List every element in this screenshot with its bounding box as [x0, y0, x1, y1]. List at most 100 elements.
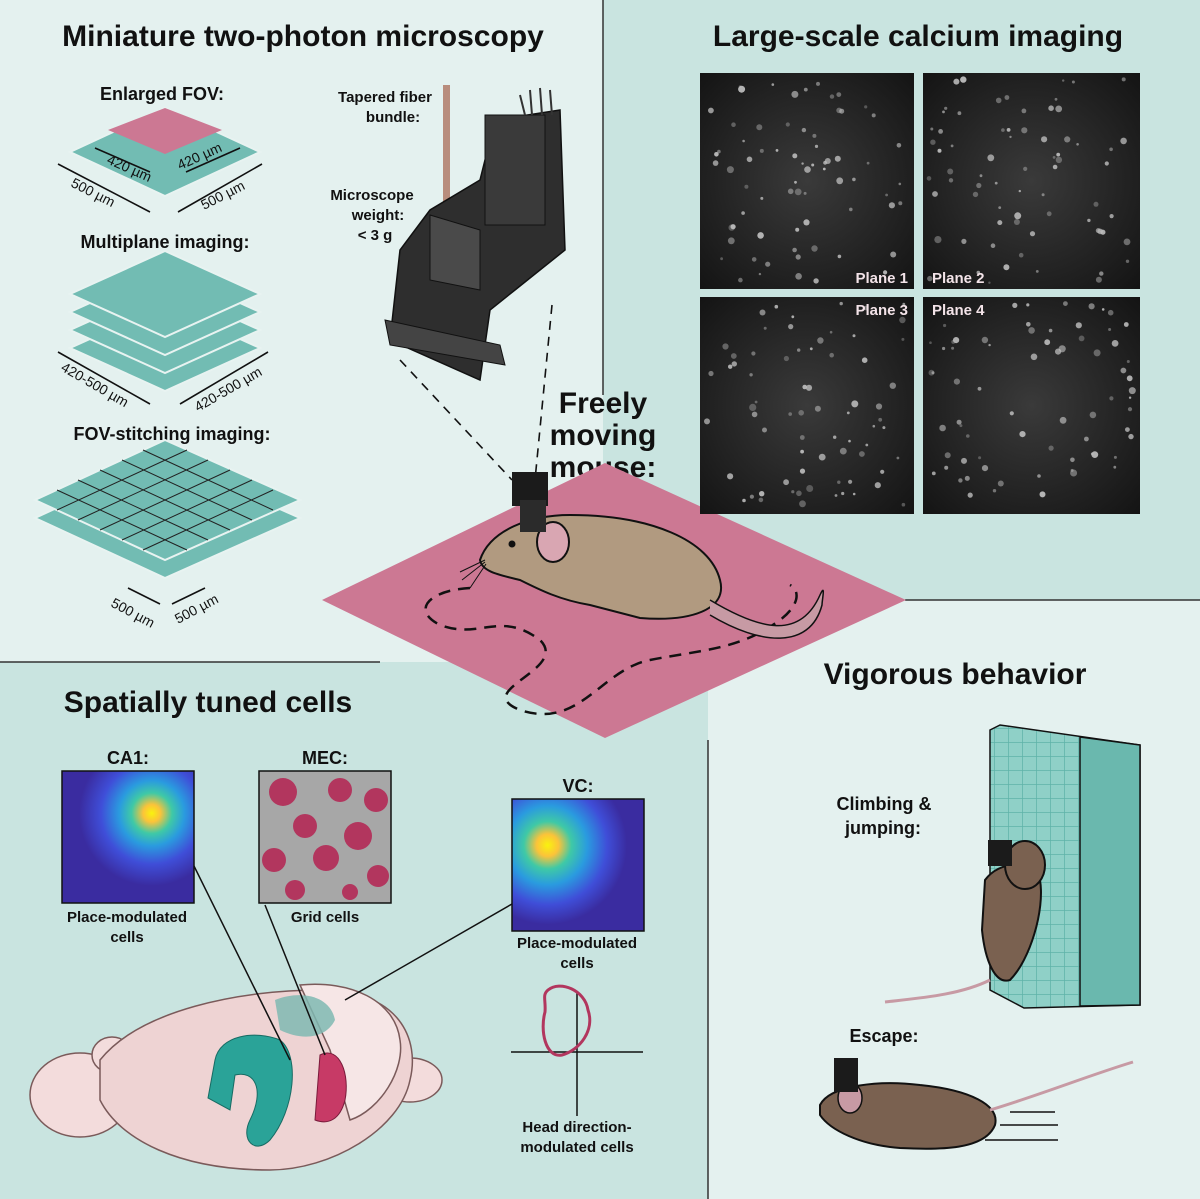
head-direction-polar-plot [511, 984, 643, 1116]
neuron-spot [947, 168, 954, 175]
weight-label-1: Microscope [330, 187, 413, 204]
neuron-spot [730, 353, 737, 359]
neuron-spot [795, 254, 801, 260]
neuron-spot [722, 343, 729, 350]
neuron-spot [981, 465, 989, 472]
neuron-spot [972, 191, 979, 198]
grid-field-blobs [262, 778, 389, 900]
neuron-spot [944, 452, 951, 459]
neuron-spot [994, 181, 998, 185]
calcium-image-grid [700, 73, 1140, 514]
neuron-spot [958, 478, 963, 483]
neuron-spot [898, 201, 903, 206]
neuron-spot [1006, 127, 1011, 132]
neuron-spot [930, 139, 936, 145]
multiplane-label: Multiplane imaging: [81, 232, 250, 252]
neuron-spot [714, 152, 719, 157]
plane-2-label: Plane 2 [932, 270, 985, 287]
neuron-spot [744, 184, 749, 189]
neuron-spot [1048, 105, 1054, 111]
neuron-spot [1064, 136, 1071, 143]
neuron-spot [1054, 97, 1058, 101]
neuron-spot [794, 188, 802, 196]
neuron-spot [1121, 77, 1126, 82]
miniscope-title: Miniature two-photon microscopy [62, 20, 544, 53]
neuron-spot [749, 403, 757, 411]
neuron-spot [931, 371, 935, 375]
fiber-label-2: bundle: [366, 109, 420, 126]
hd-caption-1: Head direction- [522, 1119, 631, 1136]
neuron-spot [803, 87, 808, 92]
neuron-spot [1075, 322, 1082, 329]
neuron-spot [816, 81, 820, 86]
neuron-spot [1026, 303, 1030, 307]
neuron-spot [1048, 328, 1053, 333]
neuron-spot [938, 129, 943, 134]
neuron-spot [1093, 349, 1101, 357]
neuron-spot [741, 211, 745, 215]
neuron-spot [932, 191, 938, 197]
neuron-spot [927, 275, 933, 282]
neuron-spot [774, 304, 779, 309]
calcium-title: Large-scale calcium imaging [713, 20, 1123, 53]
neuron-spots [704, 76, 1136, 508]
neuron-spot [961, 457, 967, 464]
neuron-spot [829, 352, 834, 358]
neuron-spot [937, 148, 942, 153]
neuron-spot [960, 76, 967, 83]
neuron-spot [799, 435, 805, 440]
plane-3-label: Plane 3 [855, 302, 908, 319]
neuron-spot [977, 386, 982, 391]
neuron-spot [1090, 452, 1094, 456]
ca1-place-field-heatmap [61, 770, 195, 904]
neuron-spot [948, 178, 954, 183]
neuron-spot [930, 127, 934, 131]
neuron-spot [1070, 457, 1075, 463]
neuron-spot [1071, 80, 1075, 84]
neuron-spot [759, 148, 764, 153]
neuron-spot [987, 154, 995, 162]
neuron-spot [726, 166, 734, 174]
neuron-spot [944, 465, 949, 470]
neuron-spot [1125, 259, 1130, 263]
mouse-brain-icon [29, 983, 443, 1171]
neuron-spot [931, 471, 936, 476]
neuron-spot [1001, 128, 1005, 132]
neuron-spot [997, 480, 1004, 487]
neuron-spot [762, 427, 767, 433]
neuron-spot [751, 257, 757, 262]
neuron-spot [836, 107, 842, 114]
neuron-spot [758, 497, 764, 503]
neuron-spot [839, 108, 845, 114]
neuron-spot [899, 316, 906, 324]
escape-label: Escape: [849, 1026, 918, 1046]
neuron-spot [806, 485, 814, 492]
neuron-spot [839, 301, 843, 306]
neuron-spot [796, 490, 802, 497]
neuron-spot [967, 492, 973, 498]
neuron-spot [814, 144, 819, 148]
neuron-spot [834, 494, 838, 497]
neuron-spot [717, 149, 721, 154]
enlarged-fov-diagram [57, 106, 263, 213]
neuron-spot [788, 412, 792, 416]
neuron-spot [1070, 468, 1074, 472]
neuron-spot [889, 382, 896, 389]
neuron-spot [763, 326, 767, 330]
neuron-spot [801, 127, 807, 133]
neuron-spot [944, 106, 948, 110]
neuron-spot [992, 489, 997, 493]
neuron-spot [976, 182, 982, 189]
neuron-spot [1084, 436, 1089, 442]
neuron-spot [812, 133, 817, 138]
neuron-spot [756, 124, 763, 131]
neuron-spot [953, 378, 961, 385]
spatial-title: Spatially tuned cells [64, 686, 352, 719]
neuron-spot [742, 139, 745, 143]
neuron-spot [805, 384, 813, 391]
neuron-spot [759, 491, 765, 497]
neuron-spot [1076, 143, 1079, 146]
neuron-spot [799, 500, 806, 508]
neuron-spot [875, 403, 883, 410]
